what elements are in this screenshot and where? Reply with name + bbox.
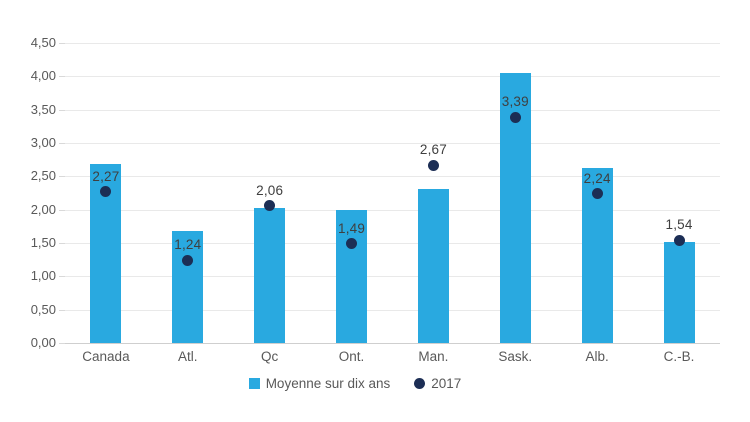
legend-item-2017: 2017 bbox=[414, 376, 461, 391]
y-tick bbox=[59, 76, 65, 78]
data-label: 2,24 bbox=[583, 170, 611, 186]
data-label: 2,06 bbox=[256, 182, 284, 198]
data-point-dot bbox=[264, 200, 276, 212]
bar bbox=[336, 209, 368, 343]
gridline bbox=[65, 309, 720, 311]
legend: Moyenne sur dix ans 2017 bbox=[0, 376, 730, 391]
category-label: Sask. bbox=[498, 349, 533, 364]
legend-circle-swatch-icon bbox=[414, 378, 426, 389]
y-axis-tick-label: 4,50 bbox=[30, 35, 56, 50]
gridline bbox=[65, 109, 720, 111]
y-axis-tick-label: 3,00 bbox=[30, 135, 56, 150]
gridline bbox=[65, 176, 720, 178]
category-label: C.-B. bbox=[663, 349, 695, 364]
category-label: Canada bbox=[82, 349, 130, 364]
category-label: Qc bbox=[261, 349, 279, 364]
category-label: Ont. bbox=[338, 349, 365, 364]
y-tick bbox=[59, 176, 65, 178]
y-axis-tick-label: 4,00 bbox=[30, 68, 56, 84]
legend-square-swatch-icon bbox=[248, 378, 260, 389]
gridline bbox=[65, 76, 720, 78]
data-point-dot bbox=[673, 234, 685, 246]
data-label: 1,54 bbox=[665, 217, 693, 233]
category-label: Atl. bbox=[178, 349, 198, 364]
y-tick bbox=[59, 243, 65, 244]
data-point-dot bbox=[509, 111, 521, 123]
data-label: 3,39 bbox=[501, 94, 529, 109]
y-axis-tick-label: 0,00 bbox=[30, 335, 56, 350]
y-axis-tick-label: 2,00 bbox=[30, 201, 56, 217]
bar bbox=[172, 231, 204, 343]
data-point-dot bbox=[346, 238, 358, 250]
y-tick bbox=[59, 276, 65, 278]
data-point-dot bbox=[182, 254, 194, 266]
legend-label-2017: 2017 bbox=[431, 376, 462, 391]
y-tick bbox=[59, 209, 65, 211]
bar bbox=[417, 189, 449, 343]
y-tick bbox=[59, 309, 65, 311]
y-tick bbox=[59, 343, 65, 344]
gridline bbox=[65, 209, 720, 211]
y-axis-tick-label: 1,00 bbox=[30, 268, 56, 284]
gridline bbox=[65, 243, 720, 244]
y-axis-tick-label: 3,50 bbox=[30, 101, 56, 117]
y-axis-tick-label: 1,50 bbox=[30, 235, 56, 250]
plot-area: 2,27 1,24 2,06 1,49 2,67 3,39 2,24 1,54 bbox=[59, 43, 720, 344]
gridline bbox=[65, 43, 720, 44]
legend-item-average: Moyenne sur dix ans bbox=[248, 376, 391, 391]
y-tick bbox=[59, 109, 65, 111]
y-axis-tick-label: 0,50 bbox=[30, 301, 56, 317]
x-axis-line bbox=[65, 343, 720, 344]
data-label: 2,27 bbox=[92, 168, 120, 184]
y-tick bbox=[59, 143, 65, 144]
gridline bbox=[65, 143, 720, 144]
y-axis-tick-label: 2,50 bbox=[30, 168, 56, 184]
data-label: 2,67 bbox=[419, 142, 447, 157]
data-label: 1,24 bbox=[174, 237, 202, 253]
category-label: Alb. bbox=[585, 349, 609, 364]
bar bbox=[254, 207, 286, 343]
y-tick bbox=[59, 43, 65, 44]
data-point-dot bbox=[427, 159, 439, 171]
category-label: Man. bbox=[418, 349, 449, 364]
data-point-dot bbox=[591, 188, 603, 200]
legend-label-average: Moyenne sur dix ans bbox=[265, 376, 391, 391]
data-label: 1,49 bbox=[338, 220, 366, 236]
gridline bbox=[65, 276, 720, 278]
data-point-dot bbox=[100, 186, 112, 198]
bar bbox=[663, 241, 695, 343]
